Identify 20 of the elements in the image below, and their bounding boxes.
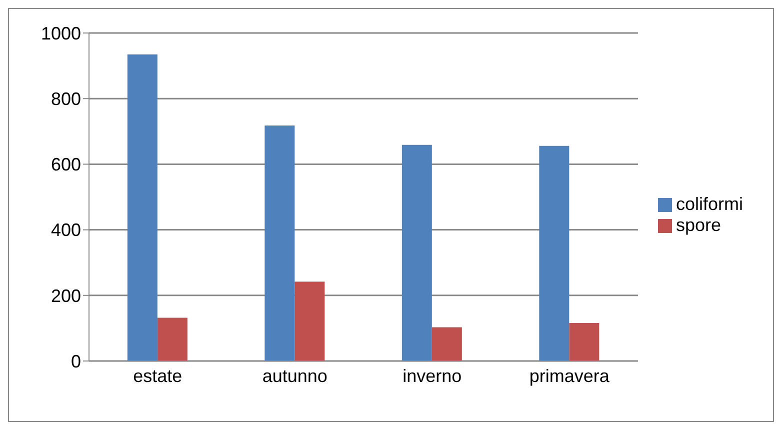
y-tick-label: 400 [50, 220, 81, 240]
y-tick-label: 200 [50, 286, 81, 306]
bar [157, 318, 188, 361]
y-tick-label: 0 [70, 351, 81, 372]
bar [539, 146, 570, 361]
y-tick-label: 1000 [40, 23, 81, 44]
y-tick-label: 600 [50, 154, 81, 175]
x-tick-label: estate [133, 366, 182, 386]
bar [569, 322, 600, 361]
bar [294, 282, 325, 361]
bar [432, 327, 462, 361]
x-tick-label: autunno [262, 366, 328, 386]
bar [127, 54, 158, 361]
legend-label: coliformi [676, 194, 743, 214]
x-tick-label: inverno [402, 366, 462, 386]
legend-label: spore [676, 215, 722, 235]
x-tick-label: primavera [529, 366, 610, 386]
y-tick-label: 800 [50, 88, 81, 109]
bar [264, 125, 295, 361]
bar [402, 144, 432, 361]
